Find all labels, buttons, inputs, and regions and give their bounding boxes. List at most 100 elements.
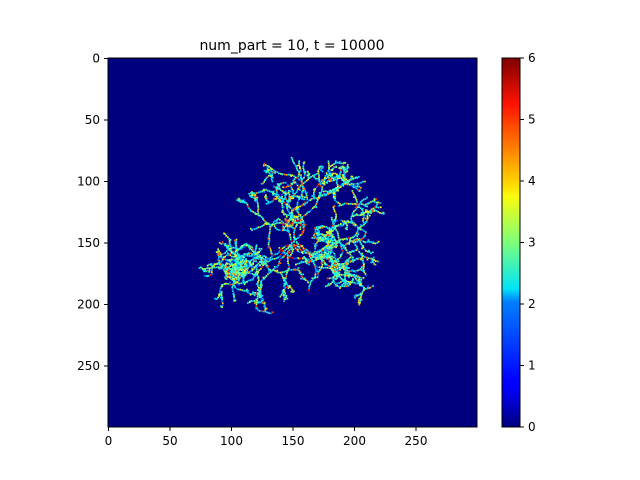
cluster-cell xyxy=(325,254,328,257)
cluster-cell xyxy=(334,188,336,191)
cluster-cell xyxy=(275,222,277,225)
cluster-cell xyxy=(274,172,276,174)
cluster-cell xyxy=(331,261,333,264)
cluster-cell xyxy=(338,241,341,244)
cluster-cell xyxy=(282,223,284,226)
cluster-cell xyxy=(245,263,248,266)
cluster-cell xyxy=(205,270,207,273)
cluster-cell xyxy=(308,173,311,175)
cluster-cell xyxy=(321,170,324,173)
cluster-cell xyxy=(331,256,333,259)
cluster-cell xyxy=(298,177,301,180)
cluster-cell xyxy=(343,181,346,184)
cluster-cell xyxy=(263,278,265,280)
cluster-cell xyxy=(305,262,308,265)
cluster-cell xyxy=(361,229,364,231)
cluster-cell xyxy=(298,235,301,238)
cluster-cell xyxy=(302,165,305,168)
cluster-cell xyxy=(354,185,357,188)
cluster-cell xyxy=(241,267,243,270)
cluster-cell xyxy=(361,224,364,227)
cluster-cell xyxy=(287,203,289,206)
cluster-cell xyxy=(321,258,324,261)
cluster-cell xyxy=(284,218,287,220)
cluster-cell xyxy=(261,266,263,268)
cluster-cell xyxy=(371,261,374,263)
cluster-cell xyxy=(279,218,281,221)
cluster-cell xyxy=(209,274,212,276)
cluster-cell xyxy=(293,215,296,218)
cluster-cell xyxy=(363,216,365,218)
cluster-cell xyxy=(309,210,311,212)
cluster-cell xyxy=(333,264,336,267)
cluster-cell xyxy=(349,273,352,276)
cluster-cell xyxy=(335,200,338,203)
cluster-cell xyxy=(275,198,278,200)
cluster-cell xyxy=(307,258,310,261)
cluster-cell xyxy=(343,173,346,176)
cluster-cell xyxy=(242,266,244,268)
cluster-cell xyxy=(279,262,282,265)
cluster-cell xyxy=(232,290,234,293)
cluster-cell xyxy=(260,216,263,218)
cluster-cell xyxy=(320,195,322,198)
cluster-cell xyxy=(316,276,319,279)
cluster-cell xyxy=(320,262,323,265)
cluster-cell xyxy=(360,298,363,301)
cluster-cell xyxy=(324,236,327,239)
cluster-cell xyxy=(296,222,299,225)
cluster-cell xyxy=(274,194,276,196)
cluster-cell xyxy=(236,270,238,272)
cluster-cell xyxy=(248,207,250,210)
cluster-cell xyxy=(358,268,361,271)
cluster-cell xyxy=(277,271,280,274)
cluster-cell xyxy=(368,202,371,204)
cluster-cell xyxy=(329,180,332,182)
cluster-cell xyxy=(345,281,347,284)
cluster-cell xyxy=(255,244,258,247)
cluster-cell xyxy=(232,272,235,274)
cluster-cell xyxy=(268,169,270,171)
cluster-cell xyxy=(206,264,209,267)
cluster-cell xyxy=(288,197,290,200)
cluster-cell xyxy=(301,185,304,188)
cluster-cell xyxy=(316,251,319,253)
cluster-cell xyxy=(347,237,350,240)
cluster-cell xyxy=(328,265,331,268)
cluster-cell xyxy=(349,251,351,253)
cluster-cell xyxy=(237,284,240,286)
cluster-cell xyxy=(345,261,348,264)
cluster-cell xyxy=(268,234,271,236)
cluster-cell xyxy=(355,245,358,248)
cluster-cell xyxy=(288,225,291,228)
cluster-cell xyxy=(283,226,286,229)
cluster-cell xyxy=(240,261,243,264)
cluster-cell xyxy=(370,286,373,288)
cluster-cell xyxy=(260,301,262,304)
cluster-cell xyxy=(216,298,218,300)
cluster-cell xyxy=(334,219,337,222)
cluster-cell xyxy=(276,196,279,199)
cluster-cell xyxy=(293,194,295,197)
cluster-cell xyxy=(315,226,318,229)
cluster-cell xyxy=(306,251,309,254)
cluster-cell xyxy=(333,278,336,281)
cluster-cell xyxy=(333,205,336,207)
cluster-cell xyxy=(271,255,273,258)
cluster-cell xyxy=(328,231,331,233)
cluster-cell xyxy=(235,281,237,283)
cluster-cell xyxy=(276,252,279,255)
cluster-cell xyxy=(348,239,351,242)
cluster-cell xyxy=(274,186,277,189)
cluster-cell xyxy=(367,213,369,215)
cluster-cell xyxy=(325,245,328,247)
cluster-cell xyxy=(333,208,335,211)
cluster-cell xyxy=(338,270,341,273)
cluster-cell xyxy=(317,227,320,230)
cluster-cell xyxy=(217,296,220,299)
cluster-cell xyxy=(360,181,363,184)
cluster-cell xyxy=(218,250,220,252)
cluster-cell xyxy=(350,184,353,187)
cluster-cell xyxy=(325,234,328,236)
cluster-cell xyxy=(321,186,324,189)
